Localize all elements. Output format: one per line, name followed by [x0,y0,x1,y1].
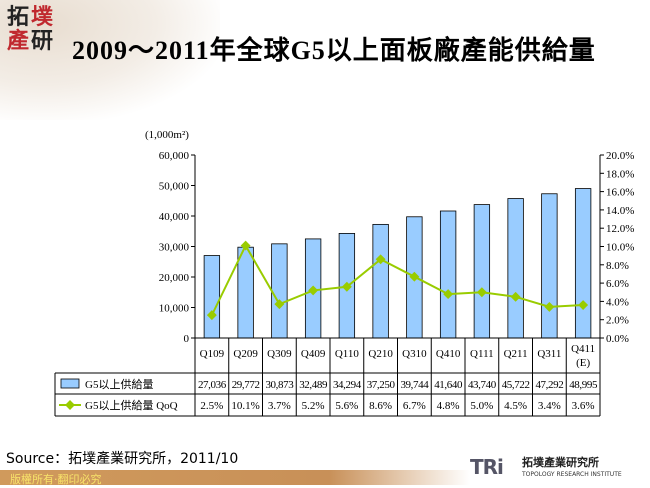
qoq-marker [544,301,555,312]
bar-value-label: 39,744 [400,379,429,391]
y2-tick-label: 4.0% [606,296,629,308]
qoq-marker [510,291,521,302]
qoq-value-label: 4.8% [437,400,460,412]
bar-value-label: 41,640 [434,379,463,391]
bar [574,188,592,339]
bar [372,223,389,339]
y2-tick-label: 2.0% [606,315,629,327]
category-label: Q310 [402,348,427,360]
qoq-value-label: 6.7% [403,400,426,412]
bar-value-label: 34,294 [333,379,362,391]
bar-value-label: 30,873 [265,379,294,391]
logo: 拓墣產研 [6,5,53,54]
y-tick-label: 20,000 [159,272,190,284]
bar-value-label: 29,772 [232,379,260,391]
legend-label-bar: G5以上供給量 [85,377,153,391]
legend-label-line: G5以上供給量 QoQ [85,398,178,412]
brand-en: TOPOLOGY RESEARCH INSTITUTE [522,471,622,478]
qoq-value-label: 4.5% [504,400,527,412]
y-axis-label: (1,000m²) [145,129,189,141]
qoq-value-label: 5.0% [470,400,493,412]
category-label: Q209 [233,348,258,360]
category-label: Q411 [571,343,595,355]
y-tick-label: 30,000 [159,242,190,254]
y2-tick-label: 0.0% [606,333,629,345]
y2-tick-label: 6.0% [606,278,629,290]
category-label: Q211 [504,348,528,360]
qoq-value-label: 3.7% [268,400,291,412]
qoq-line [210,243,584,316]
tri-logo: TRi 拓墣產業研究所 TOPOLOGY RESEARCH INSTITUTE [470,455,650,485]
bar [203,255,221,339]
bar [439,210,457,339]
y2-tick-label: 20.0% [606,150,634,162]
bar-value-label: 45,722 [502,379,530,391]
qoq-value-label: 2.5% [200,400,223,412]
category-label: Q111 [470,348,494,360]
bar-value-label: 43,740 [468,379,497,391]
qoq-value-label: 10.1% [231,400,259,412]
y2-tick-label: 18.0% [606,168,634,180]
y2-tick-label: 10.0% [606,242,634,254]
category-label: Q409 [301,348,326,360]
qoq-value-label: 8.6% [369,400,392,412]
category-label: Q210 [368,348,393,360]
qoq-value-label: 5.6% [335,400,358,412]
y-tick-label: 10,000 [159,303,190,315]
y-tick-label: 40,000 [159,211,190,223]
copyright: 版權所有‧翻印必究 [10,473,102,486]
legend-key-marker [65,400,75,410]
qoq-marker [274,299,285,310]
y2-tick-label: 8.0% [606,260,629,272]
background-texture [0,0,220,120]
category-label: Q110 [335,348,360,360]
brand-cn: 拓墣產業研究所 [522,456,599,469]
bar-value-label: 47,292 [535,379,563,391]
bar [541,193,558,339]
y-tick-label: 0 [184,333,190,345]
qoq-marker [578,300,589,311]
category-label: Q309 [267,348,292,360]
bar-value-label: 32,489 [299,379,328,391]
y2-tick-label: 14.0% [606,205,634,217]
bar [271,243,288,339]
qoq-marker [206,310,217,321]
y2-tick-label: 16.0% [606,187,634,199]
category-label: Q410 [436,348,461,360]
bar-value-label: 48,995 [569,379,598,391]
bar [237,246,254,339]
qoq-marker [476,287,487,298]
legend-key-bar [60,378,80,389]
bar [473,204,491,339]
category-label: Q109 [200,348,225,360]
brand-mark: TRi [470,455,504,479]
y-tick-label: 50,000 [159,181,190,193]
category-label: (E) [576,357,590,369]
bar-value-label: 37,250 [367,379,396,391]
bar-value-label: 27,036 [198,379,227,391]
qoq-marker [240,240,251,251]
qoq-value-label: 5.2% [302,400,325,412]
qoq-marker [308,285,319,296]
y-tick-label: 60,000 [159,150,190,162]
y2-tick-label: 12.0% [606,223,634,235]
qoq-value-label: 3.6% [572,400,595,412]
qoq-marker [443,289,454,300]
bar [507,198,524,339]
category-label: Q311 [537,348,561,360]
qoq-marker [341,281,352,292]
footer-bar: 版權所有‧翻印必究 [0,470,470,486]
qoq-value-label: 3.4% [538,400,561,412]
page-title: 2009～2011年全球G5以上面板廠產能供給量 [72,36,596,65]
source-note: Source：拓墣產業研究所，2011/10 [6,451,239,467]
qoq-marker [409,271,420,282]
